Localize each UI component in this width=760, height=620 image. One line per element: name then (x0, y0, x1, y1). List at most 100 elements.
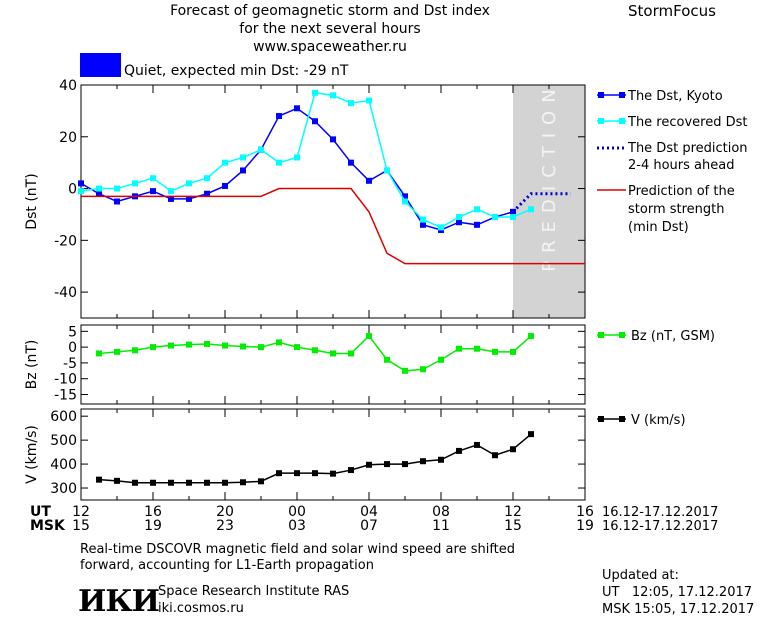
dst-series-line-0 (80, 107, 514, 231)
dst-ylabel: Dst (nT) (24, 173, 40, 229)
dst-data-point (150, 188, 156, 195)
bz-data-point (456, 345, 462, 352)
ut-tick-label: 16 (144, 504, 162, 520)
ut-tick-label: 00 (288, 504, 306, 520)
v-ytick-label: 500 (50, 433, 77, 449)
legend-kyoto-marker (619, 92, 625, 98)
legend-kyoto-marker (598, 92, 604, 98)
v-ytick-label: 600 (50, 409, 77, 425)
dst-data-point (204, 190, 210, 197)
bz-panel: 50-5-10-15 Bz (nT) (24, 324, 586, 405)
dst-data-point (474, 221, 480, 228)
dst-data-point (240, 167, 246, 174)
title-line-2: for the next several hours (239, 21, 421, 37)
dst-data-point (420, 216, 426, 223)
msk-tick-label: 23 (216, 518, 234, 534)
dst-data-point (222, 159, 228, 166)
bz-data-point (510, 348, 516, 355)
legend-bz-label: Bz (nT, GSM) (631, 329, 715, 344)
dst-data-point (78, 180, 84, 187)
dst-data-point (510, 208, 516, 215)
dst-data-point (240, 154, 246, 161)
dst-data-point (456, 214, 462, 221)
legend-kyoto-label: The Dst, Kyoto (627, 89, 723, 104)
bz-data-point (366, 333, 372, 340)
v-data-point (114, 477, 120, 484)
dst-data-point (132, 180, 138, 187)
v-data-point (312, 470, 318, 477)
v-data-point (276, 470, 282, 477)
status-swatch (80, 53, 121, 77)
dst-data-point (474, 206, 480, 213)
legend-recovered-marker (619, 118, 625, 124)
dst-data-point (330, 136, 336, 143)
legend-bz-marker (619, 332, 625, 338)
bz-data-point (330, 350, 336, 357)
dst-data-point (96, 190, 102, 197)
bz-data-point (402, 367, 408, 374)
legend-prediction-label-2: 2-4 hours ahead (628, 158, 734, 173)
title-line-1: Forecast of geomagnetic storm and Dst in… (170, 3, 490, 19)
ut-tick-label: 08 (432, 504, 450, 520)
dst-data-point (366, 97, 372, 104)
dst-data-point (294, 154, 300, 161)
dst-data-point (402, 193, 408, 200)
dst-ytick-label: 20 (59, 130, 77, 146)
dst-data-point (330, 92, 336, 99)
legend-v-label: V (km/s) (631, 413, 686, 428)
bz-data-point (438, 356, 444, 363)
dst-data-point (402, 198, 408, 205)
dst-data-point (348, 100, 354, 107)
v-data-point (186, 479, 192, 486)
footer-note-line-1: Real-time DSCOVR magnetic field and sola… (80, 542, 516, 557)
v-data-point (384, 461, 390, 468)
ut-axis-label: UT (30, 504, 51, 520)
bz-frame (80, 324, 586, 405)
dst-series-line-1 (80, 91, 532, 229)
msk-tick-label: 15 (504, 518, 522, 534)
legend-strength-label-3: (min Dst) (628, 220, 689, 235)
legend-v-marker (598, 416, 604, 422)
bz-data-point (96, 350, 102, 357)
title-url[interactable]: www.spaceweather.ru (253, 39, 407, 55)
msk-tick-label: 07 (360, 518, 378, 534)
dst-data-point (222, 182, 228, 189)
dst-data-point (510, 214, 516, 221)
dst-frame (80, 84, 586, 319)
ut-tick-label: 12 (72, 504, 90, 520)
bz-data-point (168, 342, 174, 349)
dst-data-point (204, 175, 210, 182)
v-data-point (240, 479, 246, 486)
bz-data-point (150, 344, 156, 351)
dst-data-point (420, 221, 426, 228)
bz-series-line-0 (98, 334, 532, 372)
bz-data-point (420, 366, 426, 373)
dst-data-point (276, 159, 282, 166)
bz-data-point (258, 344, 264, 351)
v-data-point (330, 470, 336, 477)
ut-tick-label: 12 (504, 504, 522, 520)
v-frame (80, 408, 586, 501)
bz-data-point (222, 342, 228, 349)
bz-ytick-label: -10 (54, 372, 77, 388)
msk-date-range: 16.12-17.12.2017 (602, 519, 718, 534)
v-data-point (438, 456, 444, 463)
v-ytick-label: 300 (50, 481, 77, 497)
iki-logo: ИКИ (78, 584, 160, 619)
dst-ytick-label: -20 (54, 233, 77, 249)
bz-data-point (528, 333, 534, 340)
bz-data-point (114, 348, 120, 355)
v-data-point (528, 431, 534, 438)
dst-data-point (384, 167, 390, 174)
v-data-point (348, 467, 354, 474)
v-data-point (222, 479, 228, 486)
v-data-point (294, 470, 300, 477)
dst-data-point (366, 177, 372, 184)
bz-data-point (312, 347, 318, 354)
v-data-point (492, 452, 498, 459)
v-data-point (150, 479, 156, 486)
dst-data-point (294, 105, 300, 112)
msk-tick-label: 11 (432, 518, 450, 534)
institute-site[interactable]: iki.cosmos.ru (158, 601, 244, 616)
institute-name: Space Research Institute RAS (158, 584, 350, 599)
